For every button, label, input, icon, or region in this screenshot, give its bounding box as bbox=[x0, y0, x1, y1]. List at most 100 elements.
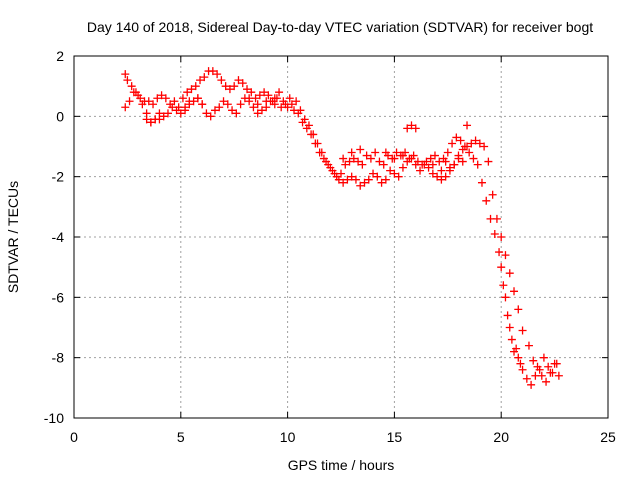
data-point bbox=[390, 169, 399, 178]
data-point bbox=[364, 175, 373, 184]
data-point bbox=[210, 106, 219, 115]
data-point bbox=[185, 97, 194, 106]
data-point bbox=[292, 97, 301, 106]
data-point bbox=[542, 377, 551, 386]
data-point bbox=[181, 106, 190, 115]
data-point bbox=[255, 91, 264, 100]
y-tick-label: -4 bbox=[52, 229, 65, 245]
data-point bbox=[544, 362, 553, 371]
data-point bbox=[262, 97, 271, 106]
data-point bbox=[377, 178, 386, 187]
data-point bbox=[304, 121, 313, 130]
data-point bbox=[473, 160, 482, 169]
data-point bbox=[159, 112, 168, 121]
data-point bbox=[339, 154, 348, 163]
data-point bbox=[309, 130, 318, 139]
data-point bbox=[469, 154, 478, 163]
data-point bbox=[200, 73, 209, 82]
data-point bbox=[343, 175, 352, 184]
data-point bbox=[428, 160, 437, 169]
data-points bbox=[121, 67, 563, 389]
data-point bbox=[503, 311, 512, 320]
data-point bbox=[157, 91, 166, 100]
data-point bbox=[475, 139, 484, 148]
data-point bbox=[260, 88, 269, 97]
data-point bbox=[170, 97, 179, 106]
data-point bbox=[518, 365, 527, 374]
data-point bbox=[206, 112, 215, 121]
data-point bbox=[341, 160, 350, 169]
data-point bbox=[450, 160, 459, 169]
data-point bbox=[507, 335, 516, 344]
data-point bbox=[516, 359, 525, 368]
data-point bbox=[219, 97, 228, 106]
data-point bbox=[253, 100, 262, 109]
data-point bbox=[445, 163, 454, 172]
data-point bbox=[529, 356, 538, 365]
data-point bbox=[381, 175, 390, 184]
data-point bbox=[480, 142, 489, 151]
data-point bbox=[238, 79, 247, 88]
chart-title: Day 140 of 2018, Sidereal Day-to-day VTE… bbox=[87, 19, 593, 35]
x-tick-label: 15 bbox=[387, 429, 403, 445]
data-point bbox=[178, 94, 187, 103]
data-point bbox=[381, 148, 390, 157]
x-tick-label: 5 bbox=[177, 429, 185, 445]
data-point bbox=[360, 178, 369, 187]
data-point bbox=[155, 109, 164, 118]
data-point bbox=[356, 145, 365, 154]
data-point bbox=[221, 82, 230, 91]
data-point bbox=[125, 97, 134, 106]
data-point bbox=[121, 103, 130, 112]
data-point bbox=[398, 151, 407, 160]
data-point bbox=[322, 157, 331, 166]
data-point bbox=[123, 76, 132, 85]
data-point bbox=[217, 76, 226, 85]
y-tick-label: 2 bbox=[56, 48, 64, 64]
data-point bbox=[373, 172, 382, 181]
data-point bbox=[463, 142, 472, 151]
data-point bbox=[403, 124, 412, 133]
data-point bbox=[230, 82, 239, 91]
data-point bbox=[430, 151, 439, 160]
data-point bbox=[345, 157, 354, 166]
data-point bbox=[149, 100, 158, 109]
data-point bbox=[172, 106, 181, 115]
data-point bbox=[134, 91, 143, 100]
data-point bbox=[394, 172, 403, 181]
data-point bbox=[458, 145, 467, 154]
data-point bbox=[349, 154, 358, 163]
data-point bbox=[497, 233, 506, 241]
data-point bbox=[403, 157, 412, 166]
data-point bbox=[390, 154, 399, 163]
data-point bbox=[514, 305, 523, 314]
data-point bbox=[484, 157, 493, 166]
data-point bbox=[539, 353, 548, 362]
data-point bbox=[339, 178, 348, 187]
x-axis-label: GPS time / hours bbox=[288, 457, 395, 473]
data-point bbox=[198, 100, 207, 109]
data-point bbox=[191, 82, 200, 91]
data-point bbox=[296, 106, 305, 115]
data-point bbox=[121, 70, 130, 79]
data-point bbox=[471, 136, 480, 145]
data-point bbox=[426, 154, 435, 163]
data-point bbox=[452, 133, 461, 142]
data-point bbox=[537, 371, 546, 380]
data-point bbox=[437, 166, 446, 175]
data-point bbox=[458, 157, 467, 166]
data-point bbox=[279, 97, 288, 106]
data-point bbox=[183, 88, 192, 97]
x-tick-label: 25 bbox=[600, 429, 616, 445]
data-point bbox=[514, 353, 523, 362]
data-point bbox=[146, 118, 155, 127]
data-point bbox=[495, 248, 504, 257]
y-tick-label: -2 bbox=[52, 169, 65, 185]
data-point bbox=[407, 121, 416, 130]
data-point bbox=[463, 121, 472, 130]
data-point bbox=[448, 139, 457, 148]
data-point bbox=[366, 154, 375, 163]
data-point bbox=[369, 169, 378, 178]
data-point bbox=[285, 94, 294, 103]
data-point bbox=[243, 85, 252, 94]
